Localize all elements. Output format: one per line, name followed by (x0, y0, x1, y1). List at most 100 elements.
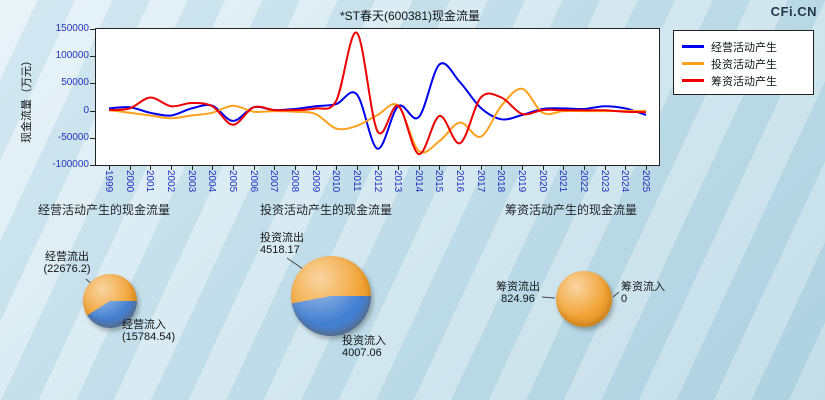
legend-item-investing: 投资活动产生 (682, 55, 805, 72)
pie-operating (83, 274, 137, 328)
x-tick-mark (212, 166, 214, 170)
pie-label-operating-outflow: 经营流出 (22676.2) (30, 251, 104, 275)
legend-item-operating: 经营活动产生 (682, 38, 805, 55)
y-tick-label: 0 (83, 104, 89, 116)
chart-title: *ST春天(600381)现金流量 (339, 9, 481, 23)
x-tick-mark (356, 166, 358, 170)
x-tick-label: 2017 (474, 170, 486, 193)
x-tick-mark (542, 166, 544, 170)
x-tick-mark (460, 166, 462, 170)
legend-label-financing: 筹资活动产生 (711, 75, 777, 88)
pie-label-value: (22676.2) (43, 263, 91, 275)
pie-label-text: 投资流入 (342, 335, 386, 347)
x-tick-mark (625, 166, 627, 170)
pie-label-financing-outflow: 筹资流出 824.96 (495, 281, 541, 305)
x-tick-label: 2011 (350, 170, 362, 192)
pie-group-investing: 投资流出 4518.17 投资流入 4007.06 (250, 230, 435, 362)
pie-label-value: 824.96 (501, 293, 535, 305)
pie-label-text: 经营流入 (122, 319, 166, 331)
y-tick-label: 50000 (61, 77, 89, 89)
y-tick-label: -50000 (57, 131, 89, 143)
x-tick-mark (294, 166, 296, 170)
section-title-financing: 筹资活动产生的现金流量 (505, 203, 638, 217)
x-tick-mark (253, 166, 255, 170)
x-tick-label: 2023 (598, 170, 610, 193)
pie-connectors-financing (541, 291, 620, 299)
series-line-financing (108, 31, 647, 156)
x-tick-mark (129, 166, 131, 170)
section-title-investing: 投资活动产生的现金流量 (260, 203, 393, 217)
x-tick-label: 2012 (371, 170, 383, 193)
cfi-logo: CFi.CN (770, 4, 817, 19)
y-tick-mark (90, 29, 95, 30)
x-tick-mark (315, 166, 317, 170)
y-tick-mark (90, 165, 95, 166)
y-tick-mark (90, 110, 95, 112)
x-tick-label: 2004 (206, 170, 218, 193)
y-tick-label: 150000 (55, 23, 89, 34)
legend: 经营活动产生 投资活动产生筹资活动产生 (673, 30, 814, 95)
pie-group-financing: 筹资流出 824.96 筹资流入 0 (495, 255, 695, 347)
y-tick-label: -100000 (52, 159, 89, 170)
x-tick-mark (418, 166, 420, 170)
pie-label-investing-outflow: 投资流出 4518.17 (260, 232, 330, 256)
x-tick-mark (274, 166, 276, 170)
x-tick-label: 2009 (309, 170, 321, 193)
x-tick-label: 2000 (123, 170, 135, 193)
pie-label-value: 0 (621, 293, 628, 305)
pie-label-value: (15784.54) (122, 331, 176, 343)
legend-item-financing: 筹资活动产生 (682, 72, 805, 89)
x-tick-mark (604, 166, 606, 170)
legend-label-operating: 经营活动产生 (711, 41, 777, 54)
pie-label-investing-inflow: 投资流入 4007.06 (342, 335, 412, 359)
pie-label-text: 筹资流入 (621, 281, 665, 293)
x-tick-label: 2020 (536, 170, 548, 193)
x-tick-mark (336, 166, 338, 170)
x-tick-label: 2013 (392, 170, 404, 193)
x-tick-label: 2018 (495, 170, 507, 193)
x-tick-mark (439, 166, 441, 170)
x-tick-label: 2005 (226, 170, 238, 193)
x-tick-mark (398, 166, 400, 170)
x-tick-mark (170, 166, 172, 170)
x-tick-label: 2002 (164, 170, 176, 193)
pie-label-text: 投资流出 (260, 232, 304, 244)
y-tick-mark (90, 56, 95, 58)
y-axis-label: 现金流量（万元） (21, 55, 33, 143)
x-tick-mark (109, 166, 110, 170)
pie-label-financing-inflow: 筹资流入 0 (621, 281, 681, 305)
x-tick-label: 2019 (516, 170, 528, 193)
legend-swatch-operating (682, 45, 704, 48)
x-tick-label: 2007 (268, 170, 280, 193)
pie-label-text: 筹资流出 (496, 281, 540, 293)
y-tick-mark (90, 137, 95, 139)
pie-investing (291, 256, 371, 336)
x-tick-label: 2003 (185, 170, 197, 193)
x-tick-label: 2006 (247, 170, 259, 193)
x-tick-mark (501, 166, 503, 170)
x-tick-mark (563, 166, 565, 170)
x-tick-mark (377, 166, 379, 170)
series-line-investing (108, 87, 647, 154)
legend-swatch-investing (682, 62, 704, 65)
line-plot-area (95, 28, 660, 166)
x-tick-label: 2024 (619, 170, 631, 193)
x-tick-label: 2016 (454, 170, 466, 193)
pie-label-text: 经营流出 (45, 251, 89, 263)
x-tick-label: 2015 (433, 170, 445, 193)
series-line-operating (108, 62, 647, 150)
cashflow-line-chart (108, 31, 647, 156)
x-tick-label: 1999 (103, 170, 114, 193)
pie-group-operating: 经营流出 (22676.2) 经营流入 (15784.54) (30, 245, 210, 357)
x-tick-label: 2021 (557, 170, 569, 193)
x-tick-mark (232, 166, 234, 170)
x-tick-mark (522, 166, 524, 170)
x-tick-mark (150, 166, 152, 170)
legend-swatch-financing (682, 79, 704, 82)
y-tick-label: 100000 (55, 50, 89, 62)
section-title-operating: 经营活动产生的现金流量 (38, 203, 171, 217)
x-tick-mark (191, 166, 193, 170)
x-tick-mark (646, 166, 647, 170)
y-tick-mark (90, 83, 95, 85)
